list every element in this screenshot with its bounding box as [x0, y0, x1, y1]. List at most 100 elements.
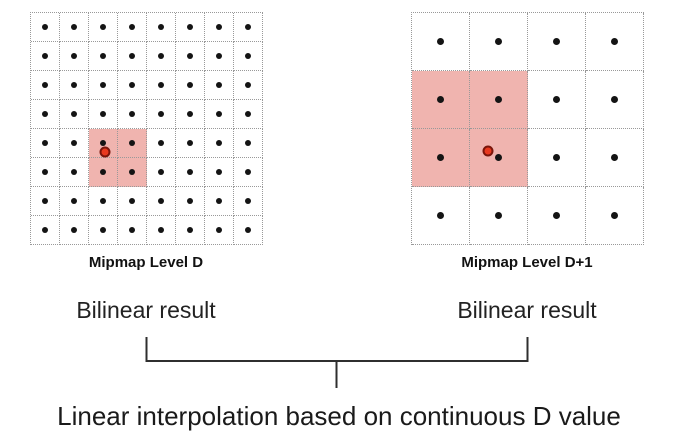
- highlighted-texel-cell: [412, 71, 470, 129]
- texel-cell: [31, 129, 60, 158]
- texel-cell: [31, 71, 60, 100]
- texel-center-dot: [42, 227, 48, 233]
- texel-center-dot: [611, 96, 618, 103]
- texel-cell: [234, 13, 263, 42]
- texel-cell: [60, 100, 89, 129]
- texel-center-dot: [245, 24, 251, 30]
- texel-center-dot: [245, 198, 251, 204]
- texel-cell: [470, 187, 528, 245]
- texel-cell: [176, 187, 205, 216]
- texel-center-dot: [216, 24, 222, 30]
- texel-center-dot: [129, 227, 135, 233]
- texel-cell: [205, 13, 234, 42]
- texel-cell: [234, 187, 263, 216]
- texel-cell: [176, 13, 205, 42]
- texel-cell: [470, 13, 528, 71]
- texel-center-dot: [158, 24, 164, 30]
- texel-center-dot: [553, 154, 560, 161]
- texel-center-dot: [216, 169, 222, 175]
- texel-cell: [31, 100, 60, 129]
- texel-center-dot: [495, 38, 502, 45]
- texel-center-dot: [129, 53, 135, 59]
- texel-center-dot: [245, 82, 251, 88]
- highlighted-texel-cell: [118, 129, 147, 158]
- texel-center-dot: [611, 38, 618, 45]
- texel-center-dot: [495, 212, 502, 219]
- texel-center-dot: [100, 111, 106, 117]
- texel-center-dot: [42, 140, 48, 146]
- highlighted-texel-cell: [89, 158, 118, 187]
- texel-cell: [528, 187, 586, 245]
- texel-center-dot: [129, 169, 135, 175]
- texel-cell: [60, 129, 89, 158]
- texel-cell: [586, 13, 644, 71]
- texel-cell: [528, 13, 586, 71]
- sample-point-dot: [482, 145, 494, 157]
- texel-cell: [234, 100, 263, 129]
- texel-center-dot: [216, 198, 222, 204]
- texel-center-dot: [216, 82, 222, 88]
- texel-center-dot: [100, 169, 106, 175]
- texel-cell: [89, 42, 118, 71]
- texel-cell: [205, 42, 234, 71]
- texel-center-dot: [71, 198, 77, 204]
- texel-cell: [147, 13, 176, 42]
- texel-cell: [147, 216, 176, 245]
- texel-cell: [60, 216, 89, 245]
- texel-center-dot: [245, 111, 251, 117]
- texel-center-dot: [71, 111, 77, 117]
- texel-center-dot: [158, 82, 164, 88]
- texel-cell: [118, 42, 147, 71]
- texel-center-dot: [245, 140, 251, 146]
- texel-center-dot: [216, 140, 222, 146]
- texel-cell: [60, 13, 89, 42]
- texel-center-dot: [187, 227, 193, 233]
- texel-center-dot: [158, 169, 164, 175]
- texel-center-dot: [129, 82, 135, 88]
- texel-center-dot: [71, 24, 77, 30]
- texel-cell: [586, 71, 644, 129]
- texel-center-dot: [437, 154, 444, 161]
- texel-cell: [205, 158, 234, 187]
- texel-cell: [412, 13, 470, 71]
- texel-cell: [234, 129, 263, 158]
- texel-center-dot: [100, 198, 106, 204]
- texel-center-dot: [158, 198, 164, 204]
- texel-center-dot: [42, 24, 48, 30]
- texel-cell: [205, 216, 234, 245]
- texel-center-dot: [187, 111, 193, 117]
- texel-center-dot: [100, 227, 106, 233]
- texel-center-dot: [245, 227, 251, 233]
- caption-text: Linear interpolation based on continuous…: [57, 401, 621, 431]
- texel-center-dot: [42, 198, 48, 204]
- texel-cell: [89, 13, 118, 42]
- texel-cell: [89, 187, 118, 216]
- texel-cell: [205, 187, 234, 216]
- bracket-path: [145, 337, 529, 388]
- texel-center-dot: [495, 96, 502, 103]
- texel-center-dot: [129, 198, 135, 204]
- texel-cell: [147, 187, 176, 216]
- texel-cell: [118, 216, 147, 245]
- texel-center-dot: [495, 154, 502, 161]
- texel-cell: [205, 71, 234, 100]
- texel-cell: [147, 100, 176, 129]
- texel-center-dot: [158, 53, 164, 59]
- texel-center-dot: [187, 198, 193, 204]
- texel-cell: [176, 100, 205, 129]
- texel-cell: [31, 216, 60, 245]
- texel-cell: [176, 129, 205, 158]
- texel-center-dot: [187, 53, 193, 59]
- texel-center-dot: [187, 24, 193, 30]
- texel-center-dot: [158, 227, 164, 233]
- texel-center-dot: [129, 24, 135, 30]
- texel-center-dot: [437, 96, 444, 103]
- texel-center-dot: [216, 53, 222, 59]
- texel-cell: [147, 158, 176, 187]
- texel-cell: [89, 216, 118, 245]
- texel-cell: [60, 71, 89, 100]
- texel-cell: [118, 187, 147, 216]
- texel-center-dot: [216, 227, 222, 233]
- texel-center-dot: [187, 140, 193, 146]
